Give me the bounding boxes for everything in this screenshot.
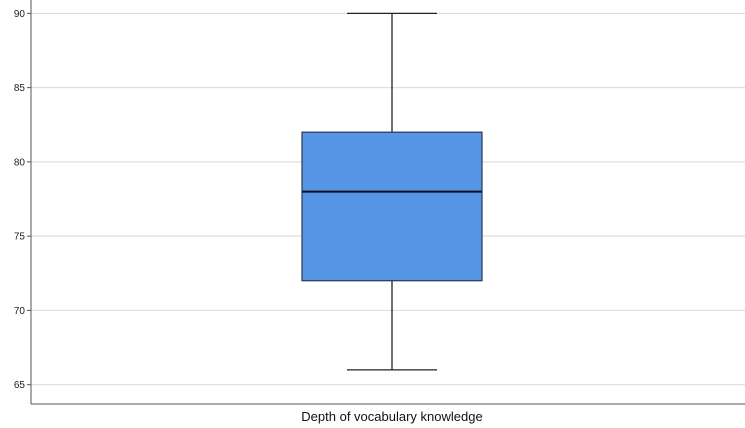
y-tick-labels: 65 70 75 80 85 90 <box>14 9 26 391</box>
y-tick-label-90: 90 <box>14 9 26 20</box>
axes <box>30 0 745 405</box>
y-tick-label-75: 75 <box>14 232 26 243</box>
boxplot <box>301 12 483 371</box>
y-tick-label-85: 85 <box>14 83 26 94</box>
y-tick-label-70: 70 <box>14 306 26 317</box>
y-tick-label-80: 80 <box>14 157 26 168</box>
y-tick-label-65: 65 <box>14 380 26 391</box>
x-axis-title: Depth of vocabulary knowledge <box>301 409 482 424</box>
iqr-box <box>301 131 483 282</box>
